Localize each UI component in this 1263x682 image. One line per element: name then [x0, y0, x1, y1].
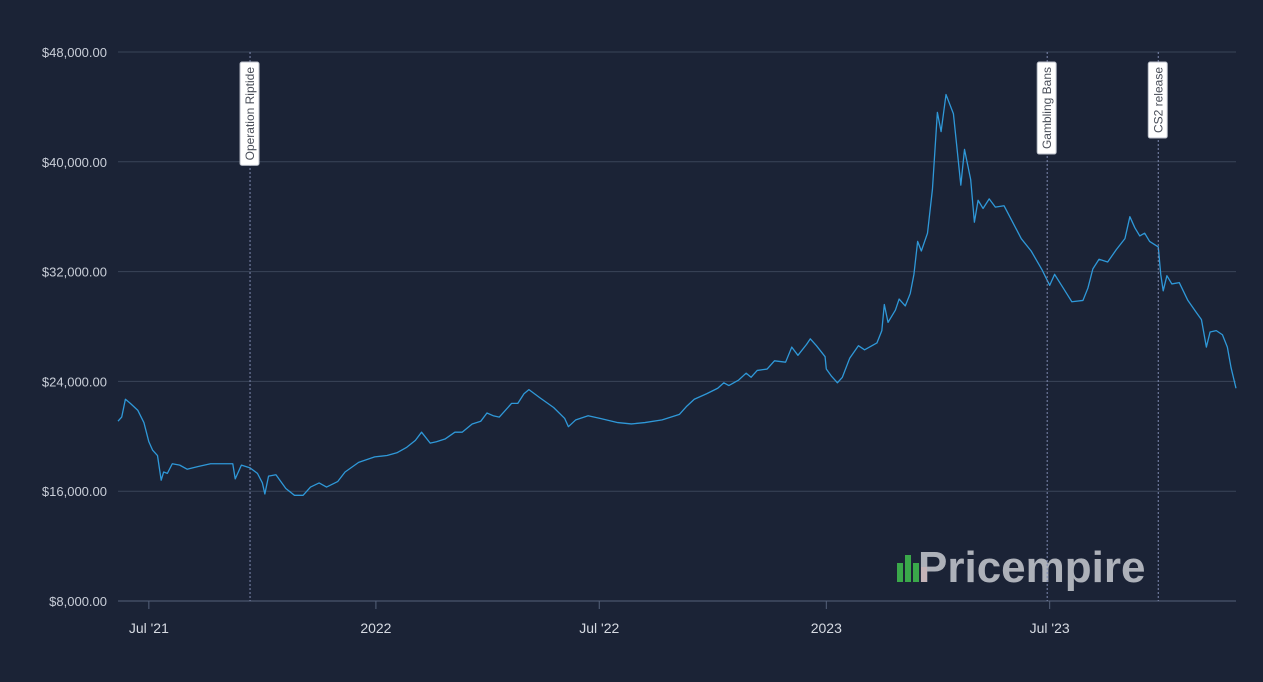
annotation-label: Gambling Bans [1036, 61, 1057, 155]
price-series-line [117, 93, 1237, 496]
y-tick-label: $40,000.00 [42, 155, 107, 170]
annotation-label: CS2 release [1147, 61, 1168, 139]
x-tick-label: Jul '21 [129, 620, 169, 636]
price-series [117, 93, 1237, 496]
annotation-box [1147, 61, 1168, 139]
y-tick-label: $16,000.00 [42, 484, 107, 499]
annotation-box [239, 61, 260, 166]
annotation-text: Operation Riptide [243, 67, 257, 161]
annotation-label: Operation Riptide [239, 61, 260, 166]
annotation-box [1036, 61, 1057, 155]
annotation-text: Gambling Bans [1040, 67, 1054, 149]
y-tick-label: $8,000.00 [49, 594, 107, 609]
watermark-text: Pricempire [918, 543, 1145, 592]
annotations: Operation Riptide Gambling Bans CS2 releas… [239, 52, 1168, 601]
grid-lines [118, 51, 1236, 492]
watermark: Pricempire [897, 543, 1145, 592]
x-tick-label: Jul '23 [1030, 620, 1070, 636]
x-tick-label: 2022 [360, 620, 391, 636]
y-tick-label: $24,000.00 [42, 374, 107, 389]
y-tick-label: $32,000.00 [42, 265, 107, 280]
x-tick-label: Jul '22 [579, 620, 619, 636]
annotation-text: CS2 release [1151, 67, 1165, 133]
pricempire-logo-icon [897, 555, 927, 582]
x-tick-label: 2023 [811, 620, 842, 636]
y-tick-label: $48,000.00 [42, 45, 107, 60]
axes: $8,000.00 $16,000.00 $24,000.00 $32,000.00 $… [42, 45, 1236, 636]
